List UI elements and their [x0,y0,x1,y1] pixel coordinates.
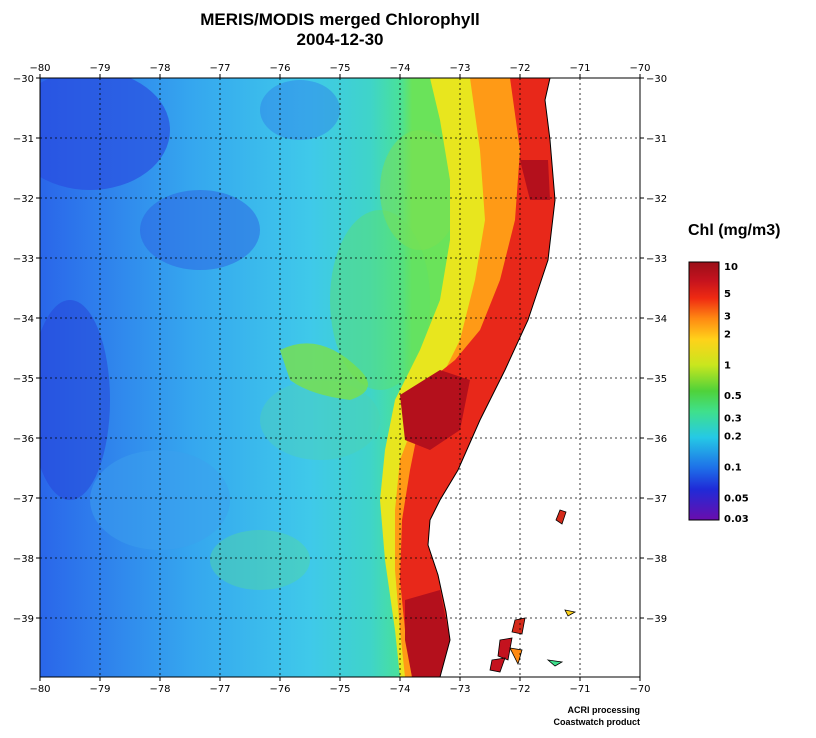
lat-tick-label-left: −35 [13,374,34,385]
lat-tick-label-right: −35 [646,374,667,385]
map-grid [40,78,640,677]
colorbar-label: 0.2 [724,432,742,443]
lat-tick-label-right: −31 [646,134,667,145]
lat-tick-label-left: −34 [13,314,34,325]
lon-tick-label-bottom: −78 [149,684,170,695]
lon-tick-label-bottom: −72 [509,684,530,695]
lat-tick-label-right: −39 [646,614,667,625]
map-title: MERIS/MODIS merged Chlorophyll [200,10,480,29]
lon-tick-label-top: −74 [389,63,410,74]
colorbar-label: 0.3 [724,414,742,425]
lat-tick-label-right: −38 [646,554,667,565]
lat-tick-label-right: −33 [646,254,667,265]
lon-tick-label-top: −71 [569,63,590,74]
colorbar: 10 5 3 2 1 0.5 0.3 0.2 0.1 0.05 0.03 [688,261,749,525]
lat-tick-label-left: −39 [13,614,34,625]
lon-tick-label-bottom: −74 [389,684,410,695]
map-ticks: −80 −80 −79 −79 −78 −78 −77 −77 −76 −76 −75 −75 −74 −… [13,63,667,695]
colorbar-label: 2 [724,329,731,340]
lat-tick-label-left: −38 [13,554,34,565]
lon-tick-label-top: −77 [209,63,230,74]
lon-tick-label-top: −72 [509,63,530,74]
lon-tick-label-bottom: −76 [269,684,290,695]
colorbar-title: Chl (mg/m3) [688,222,781,239]
lon-tick-label-top: −76 [269,63,290,74]
lon-tick-label-top: −75 [329,63,350,74]
chlorophyll-field [40,78,640,677]
colorbar-label: 10 [724,262,738,273]
lat-tick-label-right: −36 [646,434,667,445]
lat-tick-label-left: −32 [13,194,34,205]
lon-tick-label-bottom: −79 [89,684,110,695]
colorbar-label: 3 [724,311,731,322]
lat-tick-label-left: −30 [13,74,34,85]
lon-tick-label-bottom: −70 [629,684,650,695]
colorbar-label: 0.05 [724,493,749,504]
lat-tick-label-left: −33 [13,254,34,265]
map-date: 2004-12-30 [296,30,384,49]
lon-tick-label-bottom: −73 [449,684,470,695]
lon-tick-label-bottom: −75 [329,684,350,695]
lon-tick-label-top: −79 [89,63,110,74]
lat-tick-label-right: −34 [646,314,667,325]
colorbar-label: 0.03 [724,514,749,525]
lat-tick-label-left: −31 [13,134,34,145]
lon-tick-label-top: −78 [149,63,170,74]
lat-tick-label-right: −30 [646,74,667,85]
lat-tick-label-left: −37 [13,494,34,505]
lon-tick-label-top: −70 [629,63,650,74]
colorbar-label: 0.5 [724,391,742,402]
lon-tick-label-top: −80 [29,63,50,74]
credit-product: Coastwatch product [553,717,640,727]
colorbar-label: 5 [724,289,731,300]
lat-tick-label-right: −37 [646,494,667,505]
lon-tick-label-bottom: −77 [209,684,230,695]
lon-tick-label-bottom: −71 [569,684,590,695]
lat-tick-label-right: −32 [646,194,667,205]
credit-processing: ACRI processing [567,705,640,715]
lon-tick-label-top: −73 [449,63,470,74]
colorbar-label: 0.1 [724,463,742,474]
lat-tick-label-left: −36 [13,434,34,445]
lon-tick-label-bottom: −80 [29,684,50,695]
colorbar-label: 1 [724,360,731,371]
